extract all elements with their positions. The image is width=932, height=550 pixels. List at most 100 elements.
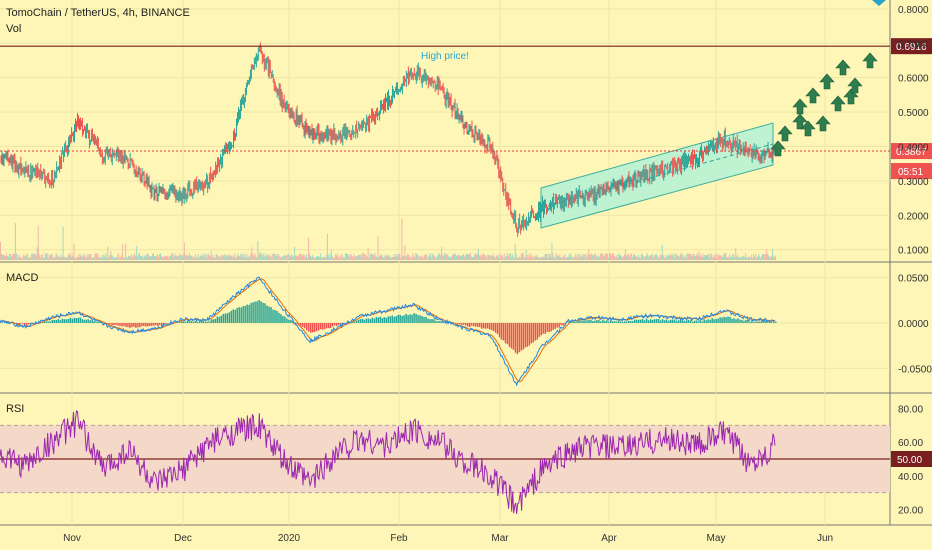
macd-label[interactable]: MACD <box>6 272 38 284</box>
volume-bar <box>691 256 693 260</box>
up-arrow-icon[interactable] <box>843 88 859 105</box>
macd-histogram-bar <box>512 322 515 350</box>
volume-bar <box>177 256 179 260</box>
macd-histogram-bar <box>775 321 777 323</box>
macd-histogram-bar <box>623 321 626 323</box>
macd-histogram-bar <box>697 321 699 323</box>
volume-bar <box>256 257 258 260</box>
volume-bar <box>357 254 359 260</box>
volume-bar <box>585 253 587 260</box>
volume-bar <box>171 253 173 260</box>
volume-bar <box>638 257 640 260</box>
macd-histogram-bar <box>379 316 382 323</box>
macd-histogram-bar <box>468 322 471 328</box>
up-arrow-icon[interactable] <box>792 98 808 115</box>
volume-bar <box>261 253 263 260</box>
volume-bar <box>85 257 87 260</box>
volume-bar <box>692 253 694 260</box>
volume-bar <box>219 256 221 260</box>
up-arrow-icon[interactable] <box>862 52 878 69</box>
volume-bar <box>361 253 363 260</box>
volume-bar <box>147 253 149 260</box>
up-arrow-icon[interactable] <box>770 140 786 157</box>
volume-bar <box>646 253 648 260</box>
macd-histogram-bar <box>327 322 330 329</box>
macd-histogram-bar <box>608 321 610 323</box>
macd-histogram-bar <box>433 319 435 323</box>
macd-histogram-bar <box>365 318 368 323</box>
up-arrow-icon[interactable] <box>777 125 793 142</box>
volume-bar <box>356 256 358 260</box>
volume-bar <box>149 256 151 260</box>
high-price-note[interactable]: High price! <box>421 51 469 62</box>
channel-midline[interactable] <box>540 143 774 209</box>
volume-bar <box>332 257 334 260</box>
volume-bar <box>524 257 526 260</box>
rsi-label[interactable]: RSI <box>6 403 24 415</box>
volume-bar <box>762 253 764 260</box>
up-arrow-icon[interactable] <box>847 77 863 94</box>
symbol-title[interactable]: TomoChain / TetherUS, 4h, BINANCE <box>6 7 190 19</box>
volume-bar <box>132 257 134 260</box>
volume-bar <box>38 253 40 260</box>
volume-bar <box>767 253 769 260</box>
volume-bar <box>518 256 520 260</box>
up-arrow-icon[interactable] <box>830 95 846 112</box>
up-arrow-icon[interactable] <box>815 115 831 132</box>
volume-bar <box>766 249 768 260</box>
volume-bar <box>209 255 211 260</box>
up-arrow-icon[interactable] <box>792 113 808 130</box>
volume-bar <box>554 257 556 260</box>
volume-bar <box>84 255 86 260</box>
macd-histogram-bar <box>711 318 713 323</box>
macd-histogram-bar <box>242 306 244 323</box>
volume-bar <box>602 254 604 260</box>
up-arrow-icon[interactable] <box>805 87 821 104</box>
volume-bar <box>429 254 431 260</box>
volume-bar <box>668 253 670 260</box>
volume-bar <box>431 257 433 260</box>
volume-bar <box>186 255 188 260</box>
volume-bar <box>499 253 501 260</box>
volume-bar <box>515 254 517 260</box>
macd-histogram-bar <box>542 322 544 334</box>
macd-histogram-bar <box>701 321 703 323</box>
volume-bar <box>508 253 510 260</box>
level-lines-layer[interactable]: 0.6916 0.3867 05:51 <box>0 38 932 180</box>
volume-bar <box>112 256 114 260</box>
volume-bar <box>238 255 240 260</box>
macd-histogram-bar <box>490 322 493 331</box>
volume-bar <box>245 257 247 260</box>
volume-bar <box>613 254 615 260</box>
volume-bar <box>438 253 440 260</box>
macd-histogram-bar <box>566 322 568 323</box>
volume-bar <box>615 257 617 260</box>
volume-bar <box>0 253 2 260</box>
macd-histogram-bar <box>311 322 314 333</box>
macd-histogram-bar <box>89 320 91 323</box>
arrows-layer[interactable] <box>770 52 878 157</box>
volume-bar <box>494 257 496 260</box>
volume-bar <box>312 257 314 260</box>
up-arrow-icon[interactable] <box>835 59 851 76</box>
volume-bar <box>510 257 512 260</box>
up-arrow-icon[interactable] <box>819 73 835 90</box>
volume-bar <box>618 253 620 260</box>
volume-bar <box>16 257 18 260</box>
volume-bar <box>17 254 19 260</box>
volume-bar <box>525 250 527 260</box>
volume-bar <box>589 254 591 260</box>
volume-bar <box>28 256 30 260</box>
macd-histogram-bar <box>119 322 121 326</box>
volume-bar <box>322 256 324 260</box>
volume-bar <box>711 254 713 260</box>
volume-bar <box>108 257 110 260</box>
volume-bar <box>21 257 23 260</box>
volume-bar <box>385 256 387 260</box>
macd-histogram-bar <box>266 305 268 323</box>
up-arrow-icon[interactable] <box>800 120 816 137</box>
volume-bar <box>232 257 234 260</box>
macd-histogram-bar <box>649 319 652 323</box>
macd-histogram-bar <box>210 319 213 323</box>
